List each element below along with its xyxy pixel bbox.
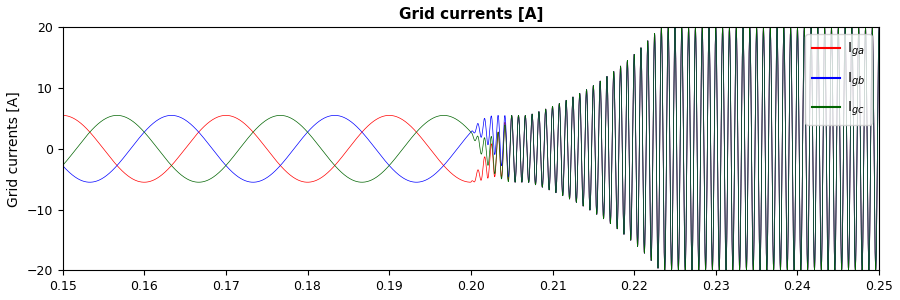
Title: Grid currents [A]: Grid currents [A] xyxy=(399,7,543,22)
I$_{gb}$ xyxy=(61,168,72,171)
Line: I$_{gc}$: I$_{gc}$ xyxy=(63,27,879,270)
I$_{gc}$ xyxy=(874,26,885,29)
I$_{ga}$ xyxy=(58,114,68,117)
I$_{gb}$ xyxy=(58,164,68,167)
I$_{gc}$ xyxy=(456,122,467,125)
I$_{gb}$ xyxy=(831,225,842,228)
I$_{gc}$ xyxy=(61,160,72,163)
I$_{gc}$ xyxy=(217,167,228,171)
I$_{ga}$ xyxy=(874,26,885,29)
I$_{gb}$ xyxy=(106,169,117,173)
I$_{gb}$ xyxy=(91,179,102,183)
I$_{ga}$ xyxy=(106,157,117,161)
I$_{gb}$ xyxy=(874,26,885,29)
I$_{ga}$ xyxy=(456,178,467,182)
I$_{ga}$ xyxy=(863,268,874,272)
I$_{gc}$ xyxy=(863,268,874,272)
I$_{ga}$ xyxy=(61,114,72,118)
I$_{gc}$ xyxy=(106,114,117,118)
Legend: I$_{ga}$, I$_{gb}$, I$_{gc}$: I$_{ga}$, I$_{gb}$, I$_{gc}$ xyxy=(806,34,872,125)
I$_{ga}$ xyxy=(217,114,228,117)
Y-axis label: Grid currents [A]: Grid currents [A] xyxy=(7,91,21,207)
I$_{ga}$ xyxy=(831,225,842,228)
I$_{gb}$ xyxy=(863,268,874,272)
I$_{gc}$ xyxy=(91,124,102,127)
I$_{gc}$ xyxy=(58,164,68,167)
I$_{gc}$ xyxy=(831,225,842,228)
I$_{ga}$ xyxy=(91,138,102,142)
Line: I$_{ga}$: I$_{ga}$ xyxy=(63,27,879,270)
I$_{gb}$ xyxy=(217,160,228,164)
I$_{gb}$ xyxy=(456,141,467,145)
Line: I$_{gb}$: I$_{gb}$ xyxy=(63,27,879,270)
